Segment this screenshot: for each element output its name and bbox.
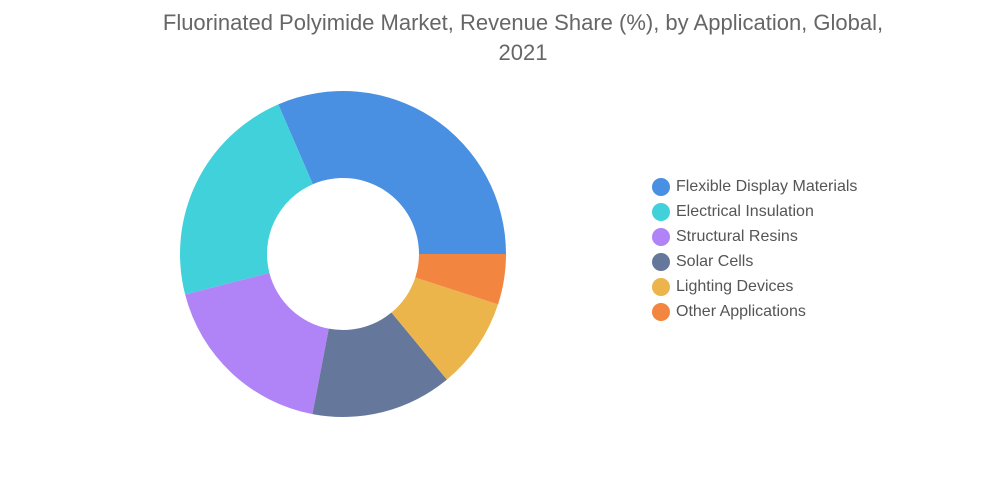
legend-swatch <box>652 202 670 221</box>
slice-electrical-insulation[interactable] <box>180 104 313 295</box>
legend-item-other-applications[interactable]: Other Applications <box>652 299 857 324</box>
slice-lighting-devices[interactable] <box>391 277 499 380</box>
slice-structural-resins[interactable] <box>185 272 329 415</box>
legend-swatch <box>652 227 670 246</box>
legend-item-structural-resins[interactable]: Structural Resins <box>652 224 857 249</box>
slice-solar-cells[interactable] <box>312 312 447 417</box>
legend-swatch <box>652 177 670 196</box>
legend-label: Lighting Devices <box>676 277 794 295</box>
legend-label: Electrical Insulation <box>676 202 814 220</box>
legend-label: Other Applications <box>676 302 806 320</box>
legend-label: Structural Resins <box>676 227 798 245</box>
chart-title: Fluorinated Polyimide Market, Revenue Sh… <box>0 8 1000 68</box>
legend-label: Solar Cells <box>676 252 754 270</box>
legend-label: Flexible Display Materials <box>676 177 858 195</box>
chart-title-line-2: 2021 <box>498 40 548 65</box>
chart-title-line-1: Fluorinated Polyimide Market, Revenue Sh… <box>162 10 884 35</box>
legend-item-solar-cells[interactable]: Solar Cells <box>652 249 857 274</box>
slice-other-applications[interactable] <box>415 254 506 305</box>
legend-swatch <box>652 302 670 321</box>
legend-item-electrical-insulation[interactable]: Electrical Insulation <box>652 199 857 224</box>
legend-swatch <box>652 277 670 296</box>
legend-swatch <box>652 252 670 271</box>
slice-flexible-display[interactable] <box>278 90 506 254</box>
legend: Flexible Display Materials Electrical In… <box>652 174 857 324</box>
legend-item-flexible-display[interactable]: Flexible Display Materials <box>652 174 857 199</box>
legend-item-lighting-devices[interactable]: Lighting Devices <box>652 274 857 299</box>
